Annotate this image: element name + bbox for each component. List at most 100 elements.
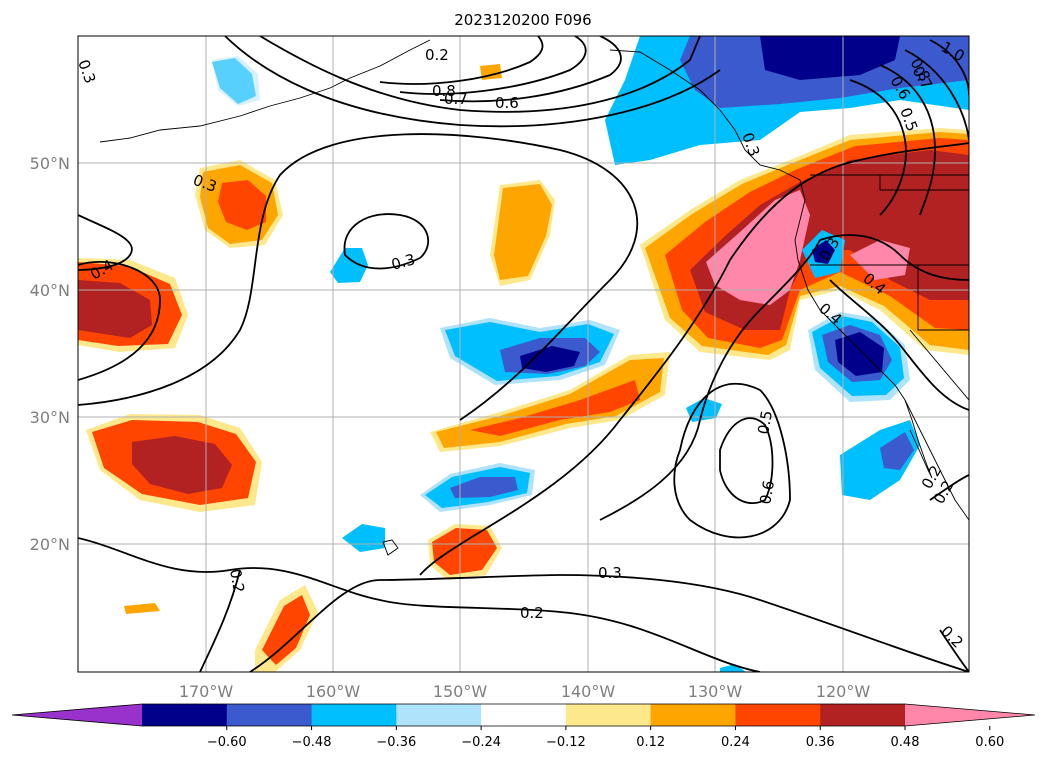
contour-0.3-west xyxy=(78,214,133,271)
na-west-coast xyxy=(794,179,969,521)
lat-label: 20°N xyxy=(30,535,70,554)
contour-label: 0.2 xyxy=(226,568,248,595)
contour-label: 0.3 xyxy=(389,250,417,274)
contour-0.4-west xyxy=(78,261,161,381)
contour-label: 0.7 xyxy=(444,90,468,108)
lon-label: 170°W xyxy=(179,682,234,701)
contour-closed-0.3 xyxy=(343,213,430,270)
negative-anomaly-hawaii xyxy=(342,524,385,552)
lat-label: 50°N xyxy=(30,154,70,173)
positive-anomaly-band-30n-core xyxy=(470,380,640,436)
colorbar-bin xyxy=(735,704,821,726)
negative-anomaly-aleutian-west xyxy=(212,56,260,106)
positive-anomaly-south-1-mid xyxy=(262,595,310,665)
contour-0.3-lower xyxy=(249,574,969,672)
contour-label: 0.6 xyxy=(495,94,519,112)
latitude-labels: 50°N 40°N 30°N 20°N xyxy=(30,154,70,554)
contour-label: 0.8 xyxy=(432,82,456,100)
negative-anomaly-gulf-alaska-max xyxy=(760,36,900,80)
colorbar-bin xyxy=(481,704,567,726)
negative-anomaly-small-bottom xyxy=(720,664,746,672)
colorbar-extend-max xyxy=(905,704,1035,726)
lon-label: 120°W xyxy=(816,682,871,701)
colorbar-tick-label: 0.60 xyxy=(975,735,1004,750)
colorbar-extend-min xyxy=(12,704,142,726)
colorbar-tick-label: −0.48 xyxy=(292,735,332,750)
negative-anomaly-band-35n-max xyxy=(520,346,580,372)
colorbar-bin xyxy=(226,704,313,726)
colorbar-bin xyxy=(650,704,736,726)
colorbar-bin xyxy=(565,704,652,726)
plot-frame xyxy=(77,35,970,673)
contour-0.4-c xyxy=(599,239,821,521)
contour-upper-east-3 xyxy=(904,49,969,141)
colorbar-tick-label: −0.12 xyxy=(546,735,586,750)
colorbar-bin xyxy=(142,704,228,726)
contour-lines xyxy=(78,36,969,672)
contour-label: 0.3 xyxy=(598,564,622,582)
contour-0.6-closed xyxy=(719,417,774,505)
contour-0.2-lower xyxy=(78,537,761,672)
contour-0.3-large xyxy=(78,133,638,421)
contour-0.4-a xyxy=(224,36,721,128)
alaska-coast xyxy=(609,49,801,181)
positive-anomaly-west-2-core xyxy=(132,436,232,494)
negative-anomaly-band-23n-core xyxy=(450,477,518,498)
positive-anomaly-hawaii-east-mid xyxy=(432,528,497,575)
positive-anomaly-small-south xyxy=(124,603,160,614)
colorbar-tick-label: −0.36 xyxy=(376,735,416,750)
contour-label: 0.2 xyxy=(520,604,544,622)
colorbar-tick-label: 0.12 xyxy=(636,735,665,750)
positive-anomaly-central-blob-mid xyxy=(494,184,552,280)
colorbar-tick-label: 0.48 xyxy=(891,735,920,750)
hawaii-island xyxy=(382,539,399,556)
lon-label: 160°W xyxy=(306,682,361,701)
state-borders xyxy=(810,174,969,401)
positive-anomaly-north-1-core xyxy=(218,180,266,230)
contour-0.6 xyxy=(439,36,622,103)
lat-label: 40°N xyxy=(30,281,70,300)
lon-label: 140°W xyxy=(561,682,616,701)
contour-0.8 xyxy=(379,36,544,85)
contour-0.7 xyxy=(399,36,587,95)
negative-anomaly-baja-core xyxy=(880,432,914,470)
contour-0.5-a xyxy=(259,36,701,113)
contour-0.2-east-b xyxy=(929,474,969,501)
colorbar-tick-label: −0.24 xyxy=(461,735,501,750)
lat-label: 30°N xyxy=(30,408,70,427)
map-plot-area: 0.3 0.3 0.6 0.7 0.8 0.5 0.6 0.3 0.2 0.2 … xyxy=(78,36,969,672)
contour-0.4-east xyxy=(829,279,969,411)
shaded-anomaly-fields xyxy=(78,36,969,672)
colorbar-bin xyxy=(820,704,906,726)
contour-upper-east-1 xyxy=(849,79,907,216)
colorbar: −0.60 −0.48 −0.36 −0.24 −0.12 0.12 0.24 0.36 0.4… xyxy=(11,703,1036,750)
longitude-labels: 170°W 160°W 150°W 140°W 130°W 120°W xyxy=(179,682,871,701)
contour-0.2-east xyxy=(939,629,969,672)
negative-anomaly-small-north xyxy=(330,248,368,283)
contour-0.2-b xyxy=(199,569,241,672)
lon-label: 150°W xyxy=(433,682,488,701)
colorbar-outline xyxy=(11,703,1036,727)
colorbar-tick-label: 0.36 xyxy=(806,735,835,750)
negative-anomaly-nevada-core xyxy=(812,240,835,264)
contour-upper-east-2 xyxy=(879,64,936,216)
baja-peninsula xyxy=(904,399,933,479)
colorbar-bin xyxy=(396,704,482,726)
gridlines xyxy=(78,36,969,672)
positive-anomaly-west-1-core xyxy=(78,280,152,338)
contour-label: 0.2 xyxy=(425,46,449,64)
colorbar-tick-label: 0.24 xyxy=(721,735,750,750)
contour-label: 0.6 xyxy=(756,479,778,506)
negative-anomaly-california-max xyxy=(835,332,884,376)
negative-anomaly-small-30n xyxy=(686,398,722,422)
contour-0.4-big xyxy=(419,142,969,576)
coastlines xyxy=(99,39,969,556)
figure-title: 2023120200 F096 xyxy=(454,11,591,29)
contour-label: 0.5 xyxy=(754,409,776,436)
lon-label: 130°W xyxy=(688,682,743,701)
contour-0.4-ne xyxy=(819,234,969,281)
colorbar-tick-label: −0.60 xyxy=(207,735,247,750)
contour-0.5 xyxy=(673,383,791,539)
positive-anomaly-ne-pacific-max xyxy=(706,190,810,305)
